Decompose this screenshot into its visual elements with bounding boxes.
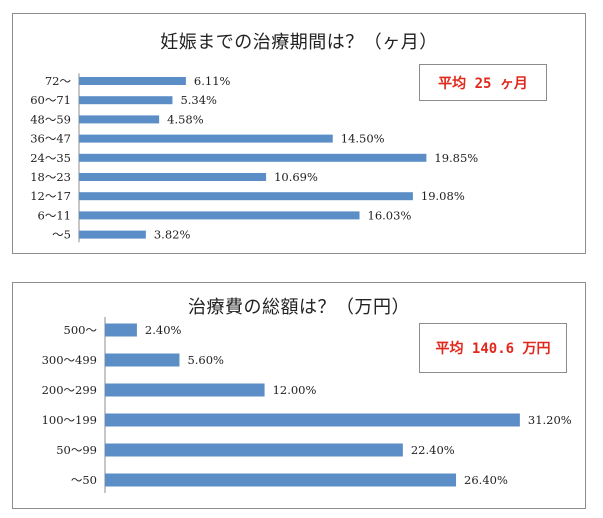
chart-title: 妊娠までの治療期間は？（ヶ月） bbox=[160, 32, 438, 53]
value-label: 26.40% bbox=[464, 473, 508, 487]
treatment-cost-chart-panel: 治療費の総額は？（万円） 500～ 2.40% 300～499 5.60% 200～29… bbox=[12, 282, 586, 509]
value-label: 4.58% bbox=[167, 112, 204, 126]
bar bbox=[79, 173, 267, 181]
bar bbox=[79, 77, 186, 85]
value-label: 6.11% bbox=[194, 74, 231, 88]
bar bbox=[105, 473, 457, 487]
value-label: 19.08% bbox=[421, 189, 465, 203]
category-label: 36～47 bbox=[30, 132, 71, 146]
category-label: 60～71 bbox=[30, 93, 71, 107]
category-label: 300～499 bbox=[42, 353, 97, 367]
treatment-period-chart-panel: 妊娠までの治療期間は？（ヶ月） 72～ 6.11% 60～71 5.34% 48～59 4… bbox=[12, 13, 586, 254]
chart-title: 治療費の総額は？（万円） bbox=[188, 297, 410, 318]
category-label: 72～ bbox=[45, 74, 72, 88]
value-label: 2.40% bbox=[145, 323, 182, 337]
value-label: 3.82% bbox=[154, 228, 191, 242]
category-label: 200～299 bbox=[42, 383, 97, 397]
value-label: 16.03% bbox=[368, 208, 412, 222]
bar bbox=[105, 413, 520, 427]
bar bbox=[79, 134, 333, 143]
value-label: 31.20% bbox=[528, 413, 572, 427]
category-label: 100～199 bbox=[42, 413, 97, 427]
treatment-cost-bar-chart: 500～ 2.40% 300～499 5.60% 200～299 12.00% 100～19… bbox=[42, 317, 572, 493]
category-label: 500～ bbox=[64, 323, 98, 337]
value-label: 5.34% bbox=[180, 93, 217, 107]
bar bbox=[79, 230, 146, 239]
category-label: ～5 bbox=[52, 228, 71, 242]
bar bbox=[105, 443, 403, 457]
average-label: 平均 25 ヶ月 bbox=[419, 64, 547, 101]
category-label: 12～17 bbox=[30, 189, 71, 203]
category-label: 50～99 bbox=[56, 443, 97, 457]
value-label: 5.60% bbox=[187, 353, 224, 367]
bar bbox=[79, 153, 427, 162]
bar bbox=[79, 192, 413, 201]
category-label: ～50 bbox=[71, 473, 97, 487]
treatment-period-bar-chart: 72～ 6.11% 60～71 5.34% 48～59 4.58% 36～47 14.50% 2… bbox=[30, 73, 478, 243]
bar bbox=[79, 115, 160, 124]
bar bbox=[105, 383, 265, 397]
category-label: 18～23 bbox=[30, 170, 71, 184]
value-label: 10.69% bbox=[274, 170, 318, 184]
bar bbox=[79, 96, 173, 105]
category-label: 6～11 bbox=[38, 208, 71, 222]
category-label: 24～35 bbox=[30, 151, 71, 165]
bar bbox=[105, 323, 137, 337]
bar bbox=[79, 211, 360, 220]
value-label: 12.00% bbox=[273, 383, 317, 397]
category-label: 48～59 bbox=[30, 112, 71, 126]
bar bbox=[105, 353, 180, 367]
value-label: 19.85% bbox=[434, 151, 478, 165]
value-label: 22.40% bbox=[411, 443, 455, 457]
average-label: 平均 140.6 万円 bbox=[419, 323, 567, 373]
value-label: 14.50% bbox=[341, 132, 385, 146]
